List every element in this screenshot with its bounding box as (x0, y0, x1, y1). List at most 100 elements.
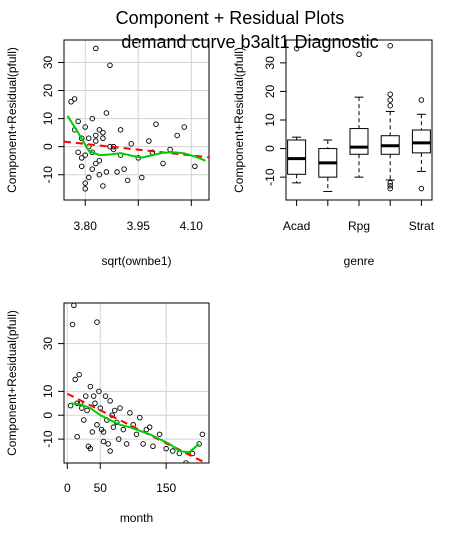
data-point (100, 438, 107, 445)
data-point (69, 321, 76, 328)
data-point (81, 417, 87, 423)
y-tick-label: 30 (41, 55, 55, 69)
data-point (114, 169, 120, 175)
smooth-fit-line (66, 115, 206, 162)
outlier-point (387, 102, 393, 109)
data-point (72, 376, 78, 383)
data-point (137, 414, 143, 421)
data-point (128, 141, 134, 147)
data-point (82, 152, 88, 158)
data-point (111, 407, 118, 414)
data-point (183, 460, 189, 463)
panel-2: -10 0 10 20 30 Acad Rpg Strat genre Component+Res… (232, 39, 435, 268)
data-point (102, 393, 109, 399)
data-point (181, 124, 187, 130)
data-point (169, 448, 176, 454)
data-point (127, 410, 133, 416)
y-tick-label: 0 (41, 143, 55, 150)
y-axis-label: Component+Residual(pfull) (5, 47, 19, 193)
data-point (93, 160, 99, 167)
plot-area (66, 303, 207, 463)
x-tick-label: 50 (94, 481, 108, 495)
data-point (115, 436, 122, 442)
box-rpg (349, 51, 369, 178)
data-point (109, 412, 115, 418)
data-point (120, 426, 127, 433)
data-point (87, 383, 94, 390)
y-tick-label: 30 (41, 337, 55, 351)
outlier-point (293, 45, 300, 52)
linear-fit-line (66, 392, 207, 463)
box-adv (318, 139, 338, 192)
panels: -10 0 10 20 30 3.80 3.95 4.10 sqrt(ownbe1) Compon… (5, 39, 435, 525)
data-point (82, 186, 88, 192)
data-point (156, 431, 163, 438)
data-point (89, 115, 96, 122)
data-point (146, 424, 153, 430)
outlier-point (387, 42, 393, 49)
data-point (121, 166, 127, 172)
data-point (163, 445, 169, 452)
data-point (167, 146, 173, 153)
y-tick-label: -10 (41, 166, 55, 184)
outlier-point (387, 97, 393, 103)
data-point (93, 132, 99, 139)
data-point (76, 371, 82, 378)
data-point (71, 96, 78, 102)
y-tick-label: -10 (263, 168, 277, 186)
data-point (96, 157, 103, 164)
panel-3: -10 0 10 30 0 50 150 month Component+Residual(pf… (5, 302, 210, 525)
y-tick-label: 0 (263, 145, 277, 152)
x-tick-label: Rpg (348, 219, 370, 233)
y-tick-label: 10 (263, 113, 277, 127)
figure-title: Component + Residual Plots (116, 8, 345, 28)
data-point (196, 441, 202, 447)
data-point (78, 155, 85, 161)
outlier-point (418, 185, 425, 192)
data-point (78, 163, 85, 170)
data-point (103, 169, 110, 175)
y-tick-label: 30 (263, 56, 277, 70)
box-sim (380, 42, 400, 192)
box-strat (411, 97, 431, 192)
outlier-point (418, 97, 425, 103)
y-tick-label: 10 (41, 384, 55, 398)
box-acad (287, 45, 307, 184)
plot-frame (63, 302, 210, 464)
data-point (153, 121, 159, 127)
data-point (86, 135, 92, 141)
data-point (110, 424, 117, 430)
data-point (75, 149, 81, 156)
data-point (146, 138, 152, 144)
outlier-point (387, 182, 393, 189)
data-point (68, 99, 74, 105)
data-point (139, 174, 145, 181)
data-point (96, 171, 103, 178)
plot-area (64, 45, 209, 192)
outlier-point (387, 91, 393, 98)
data-point (93, 138, 99, 144)
data-point (82, 180, 88, 186)
data-point (105, 441, 111, 447)
data-point (140, 441, 146, 447)
x-tick-label: 3.95 (127, 219, 151, 233)
data-point (107, 62, 113, 69)
x-tick-label: 4.10 (180, 219, 204, 233)
data-point (94, 422, 100, 428)
data-point (133, 431, 140, 438)
data-point (192, 163, 198, 170)
x-tick-label: 0 (64, 481, 71, 495)
data-point (199, 431, 206, 438)
data-point (96, 127, 103, 133)
data-point (107, 448, 113, 454)
x-axis-label: month (120, 511, 153, 525)
data-point (90, 393, 97, 399)
y-axis-label: Component+Residual(pfull) (5, 310, 19, 456)
data-point (71, 303, 77, 309)
data-point (150, 443, 156, 450)
x-tick-label: 150 (156, 481, 176, 495)
outlier-point (356, 51, 362, 58)
y-tick-label: 20 (263, 84, 277, 98)
plot-area (287, 42, 431, 192)
data-point (96, 388, 102, 395)
